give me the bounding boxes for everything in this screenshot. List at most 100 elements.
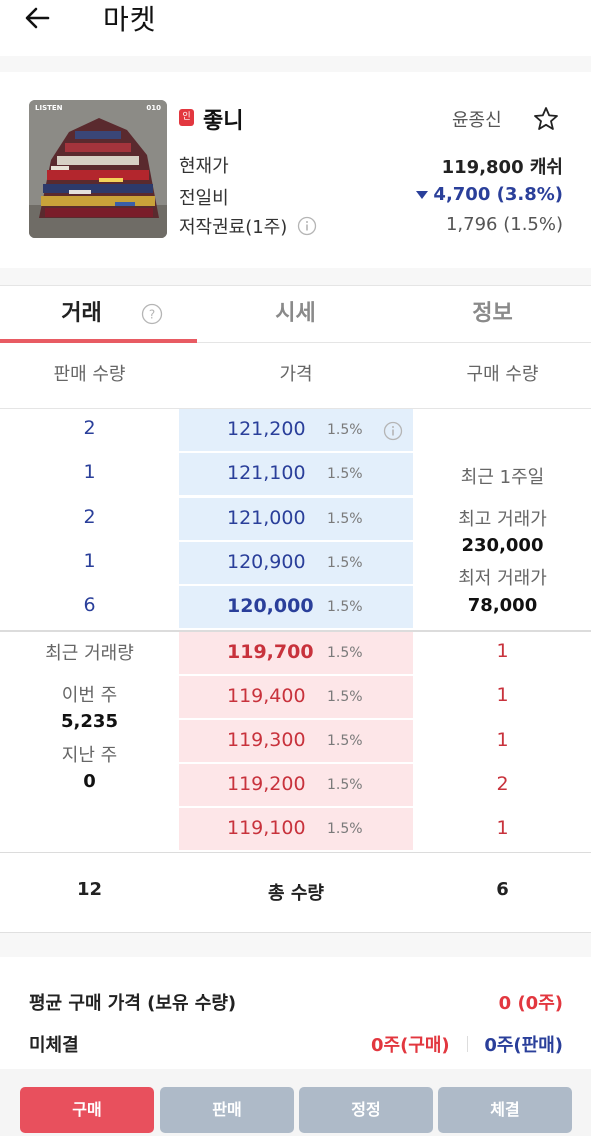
week-period-label: 최근 1주일 <box>460 467 545 488</box>
divider <box>0 932 591 933</box>
column-price: 가격 <box>279 364 313 385</box>
song-info-card: LISTEN 010 인 좋니 윤종신 현재가 119,800 캐쉬 전일비 4… <box>0 72 591 268</box>
buy-qty: 1 <box>496 684 509 706</box>
help-icon[interactable]: ? <box>141 303 163 325</box>
sell-qty: 1 <box>83 461 96 483</box>
column-sell-qty: 판매 수량 <box>53 364 126 385</box>
last-week-label: 지난 주 <box>61 745 118 766</box>
spread-divider <box>0 630 591 632</box>
sell-price-pct: 1.5% <box>327 466 363 482</box>
sell-price-row[interactable]: 120,000 1.5% <box>179 586 413 628</box>
week-high-label: 최고 거래가 <box>458 509 547 530</box>
arrow-left-icon[interactable] <box>22 2 54 34</box>
this-week-volume: 5,235 <box>61 711 118 732</box>
tab-quote[interactable]: 시세 <box>275 301 316 326</box>
sell-price-row[interactable]: 121,100 1.5% <box>179 453 413 495</box>
cover-label: LISTEN <box>35 104 63 112</box>
edit-order-button[interactable]: 정정 <box>299 1087 433 1133</box>
info-icon[interactable] <box>383 421 403 441</box>
recent-volume-label: 최근 거래량 <box>45 643 134 664</box>
total-buy-qty: 6 <box>496 879 509 900</box>
sell-qty: 1 <box>83 550 96 572</box>
price-change: 4,700 (3.8%) <box>416 184 563 205</box>
royalty-value: 1,796 (1.5%) <box>445 214 563 235</box>
section-gap <box>0 933 591 957</box>
price-change-value: 4,700 (3.8%) <box>433 184 563 205</box>
buy-price-row[interactable]: 119,300 1.5% <box>179 720 413 762</box>
sell-price-row[interactable]: 121,200 1.5% <box>179 409 413 451</box>
separator <box>467 1036 468 1052</box>
column-buy-qty: 구매 수량 <box>466 364 539 385</box>
executed-button[interactable]: 체결 <box>438 1087 572 1133</box>
album-cover-art <box>29 100 167 238</box>
pending-sell[interactable]: 0주(판매) <box>484 1035 563 1056</box>
buy-qty: 1 <box>496 640 509 662</box>
tab-info[interactable]: 정보 <box>472 301 513 326</box>
divider <box>0 408 591 409</box>
section-gap <box>0 56 591 72</box>
buy-price-pct: 1.5% <box>327 821 363 837</box>
week-low-value: 78,000 <box>467 595 538 616</box>
section-gap <box>0 268 591 285</box>
info-icon[interactable] <box>297 216 317 236</box>
active-tab-indicator <box>0 339 197 343</box>
sell-button[interactable]: 판매 <box>160 1087 294 1133</box>
total-sell-qty: 12 <box>76 879 103 900</box>
sell-price: 121,200 <box>227 418 306 440</box>
buy-price-pct: 1.5% <box>327 733 363 749</box>
sell-price: 120,000 <box>227 595 314 617</box>
royalty-label: 저작권료(1주) <box>179 217 288 238</box>
page-title: 마켓 <box>103 3 157 36</box>
sell-price-row[interactable]: 121,000 1.5% <box>179 498 413 540</box>
sell-price: 121,000 <box>227 507 306 529</box>
buy-price: 119,200 <box>227 773 306 795</box>
svg-text:?: ? <box>149 308 155 322</box>
album-cover: LISTEN 010 <box>29 100 167 238</box>
buy-qty: 2 <box>496 773 509 795</box>
buy-price: 119,400 <box>227 685 306 707</box>
artist-name: 윤종신 <box>452 110 502 131</box>
buy-price-row[interactable]: 119,700 1.5% <box>179 632 413 674</box>
tab-trade[interactable]: 거래 <box>0 286 197 344</box>
sell-price: 121,100 <box>227 462 306 484</box>
tab-bar: 거래 시세 정보 <box>0 285 591 343</box>
buy-qty: 1 <box>496 817 509 839</box>
sell-qty: 6 <box>83 594 96 616</box>
sell-qty: 2 <box>83 417 96 439</box>
buy-price-row[interactable]: 119,100 1.5% <box>179 808 413 850</box>
sell-price-pct: 1.5% <box>327 555 363 571</box>
pending-buy[interactable]: 0주(구매) <box>371 1035 450 1056</box>
week-high-value: 230,000 <box>461 535 544 556</box>
app-header: 마켓 <box>0 0 591 56</box>
sell-price-row[interactable]: 120,900 1.5% <box>179 542 413 584</box>
buy-price-row[interactable]: 119,200 1.5% <box>179 764 413 806</box>
sell-price-pct: 1.5% <box>327 599 363 615</box>
song-title: 좋니 <box>203 109 244 134</box>
buy-price-pct: 1.5% <box>327 645 363 661</box>
down-triangle-icon <box>416 191 429 199</box>
buy-price-pct: 1.5% <box>327 689 363 705</box>
buy-qty: 1 <box>496 729 509 751</box>
avg-price-label: 평균 구매 가격 (보유 수량) <box>29 993 237 1014</box>
sell-price-pct: 1.5% <box>327 422 363 438</box>
buy-price-pct: 1.5% <box>327 777 363 793</box>
buy-button[interactable]: 구매 <box>20 1087 154 1133</box>
current-price-label: 현재가 <box>179 156 229 177</box>
this-week-label: 이번 주 <box>61 685 118 706</box>
sell-price-pct: 1.5% <box>327 511 363 527</box>
current-price: 119,800 캐쉬 <box>441 157 563 178</box>
sell-qty: 2 <box>83 506 96 528</box>
divider <box>0 852 591 853</box>
cover-number: 010 <box>146 104 161 112</box>
popular-badge: 인 <box>179 109 194 126</box>
pending-label: 미체결 <box>29 1035 79 1056</box>
week-low-label: 최저 거래가 <box>458 568 547 589</box>
buy-price: 119,100 <box>227 817 306 839</box>
tab-trade-label: 거래 <box>61 301 102 326</box>
avg-price-value: 0 (0주) <box>498 993 563 1014</box>
buy-price-row[interactable]: 119,400 1.5% <box>179 676 413 718</box>
star-outline-icon[interactable] <box>533 106 559 132</box>
change-label: 전일비 <box>179 188 229 209</box>
last-week-volume: 0 <box>83 771 96 792</box>
buy-price: 119,700 <box>227 641 314 663</box>
